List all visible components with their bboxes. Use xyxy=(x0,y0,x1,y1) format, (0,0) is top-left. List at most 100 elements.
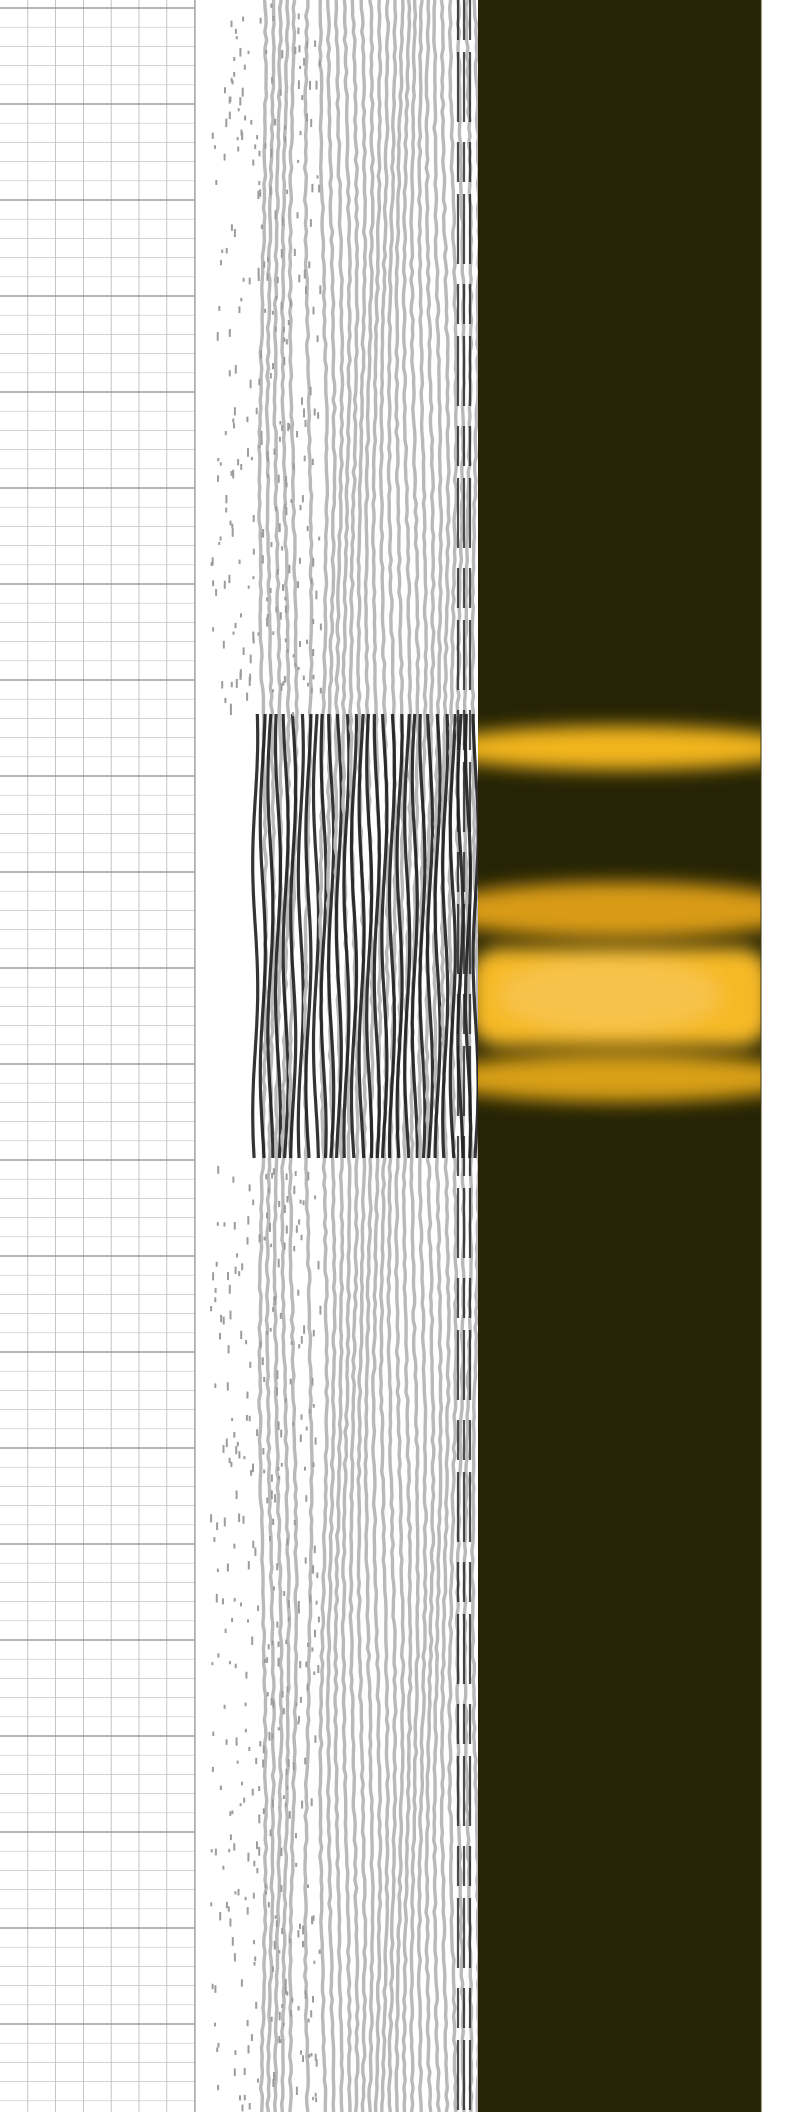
speckle xyxy=(315,2097,318,2103)
waveform-stripe-dark xyxy=(251,713,260,1159)
speckle xyxy=(214,1383,217,1388)
speckle xyxy=(223,153,226,161)
speckle xyxy=(241,1781,243,1786)
waveform-stripe-dark xyxy=(342,713,351,1159)
speckle xyxy=(285,507,288,516)
speckle xyxy=(245,1671,248,1679)
waveform-stripe-dark xyxy=(380,713,389,1159)
speckle xyxy=(317,1665,320,1674)
speckle xyxy=(238,559,241,565)
speckle xyxy=(223,1222,226,1227)
speckle xyxy=(291,1997,294,2003)
speckle xyxy=(260,350,263,359)
waveform-stripe-dark xyxy=(327,714,336,1159)
speckle xyxy=(220,260,222,266)
waveform-stripe-dark xyxy=(387,713,397,1159)
speckle xyxy=(299,504,302,511)
speckle xyxy=(255,1757,258,1765)
waveform-stripe-dark xyxy=(441,713,450,1159)
speckle xyxy=(252,1463,254,1473)
speckle xyxy=(274,210,277,220)
speckle xyxy=(233,1431,236,1438)
speckle xyxy=(304,1466,306,1471)
speckle xyxy=(301,397,303,405)
speckle xyxy=(276,1370,279,1380)
speckle xyxy=(299,1661,302,1669)
speckle xyxy=(237,458,240,466)
speckle xyxy=(233,1543,236,1549)
speckle xyxy=(286,1785,289,1790)
speckle xyxy=(217,1653,220,1658)
speckle xyxy=(264,1884,267,1889)
speckle xyxy=(246,692,249,701)
speckle xyxy=(317,1260,320,1270)
speckle xyxy=(312,1329,315,1337)
speckle xyxy=(292,463,295,470)
speckle xyxy=(284,1802,287,1807)
speckle xyxy=(212,1731,215,1736)
speckle xyxy=(274,1915,277,1919)
speckle xyxy=(305,1495,308,1502)
speckle xyxy=(258,1814,261,1824)
speckle xyxy=(210,1306,213,1312)
speckle xyxy=(278,2011,281,2021)
speckle xyxy=(283,1591,286,1596)
speckle xyxy=(218,541,221,545)
speckle xyxy=(295,2086,298,2095)
speckle xyxy=(312,649,315,657)
speckle xyxy=(217,475,219,482)
speckle xyxy=(312,306,315,315)
speckle xyxy=(258,378,261,386)
speckle xyxy=(277,1258,280,1268)
waveform-stripe-dark xyxy=(289,713,298,1159)
speckle xyxy=(308,261,311,269)
speckle xyxy=(274,326,277,332)
speckle xyxy=(312,1915,315,1921)
speckle xyxy=(233,1953,236,1962)
speckle xyxy=(316,175,319,179)
speckle xyxy=(285,476,288,484)
speckle xyxy=(292,1422,295,1426)
speckle xyxy=(284,136,287,143)
speckle xyxy=(247,448,249,457)
speckle xyxy=(266,273,269,281)
speckle xyxy=(272,1586,275,1591)
speckle xyxy=(281,1690,284,1698)
speckle xyxy=(282,681,285,686)
speckle xyxy=(317,412,320,419)
speckle xyxy=(288,1811,291,1819)
waveform-stripe-dark xyxy=(349,714,359,1159)
speckle xyxy=(309,386,312,396)
speckle xyxy=(285,1173,288,1181)
speckle xyxy=(216,1222,219,1226)
speckle xyxy=(222,1598,224,1605)
speckle xyxy=(258,1786,261,1791)
waveform-stripe-dark xyxy=(410,713,419,1158)
speckle xyxy=(295,1862,298,1867)
speckle xyxy=(270,1490,273,1500)
speckle xyxy=(245,1415,248,1421)
speckle xyxy=(248,1415,251,1422)
speckle xyxy=(306,525,309,532)
speckle xyxy=(312,2096,315,2101)
speckle xyxy=(215,1261,218,1267)
speckle xyxy=(302,1925,305,1935)
speckle xyxy=(210,1514,213,1523)
speckle xyxy=(283,1242,286,1250)
speckle xyxy=(234,1266,237,1274)
speckle xyxy=(298,1219,301,1225)
speckle xyxy=(224,87,226,94)
speckle xyxy=(236,1441,239,1447)
speckle xyxy=(230,224,233,231)
speckle xyxy=(271,1172,274,1179)
speckle xyxy=(319,1305,322,1315)
speckle xyxy=(279,612,282,620)
speckle xyxy=(292,654,295,658)
speckle xyxy=(247,50,250,55)
speckle xyxy=(278,2035,281,2044)
speckle xyxy=(222,1316,225,1325)
speckle xyxy=(309,1594,312,1603)
speckle xyxy=(275,1920,278,1927)
speckle xyxy=(261,1357,264,1366)
speckle xyxy=(312,1404,315,1408)
